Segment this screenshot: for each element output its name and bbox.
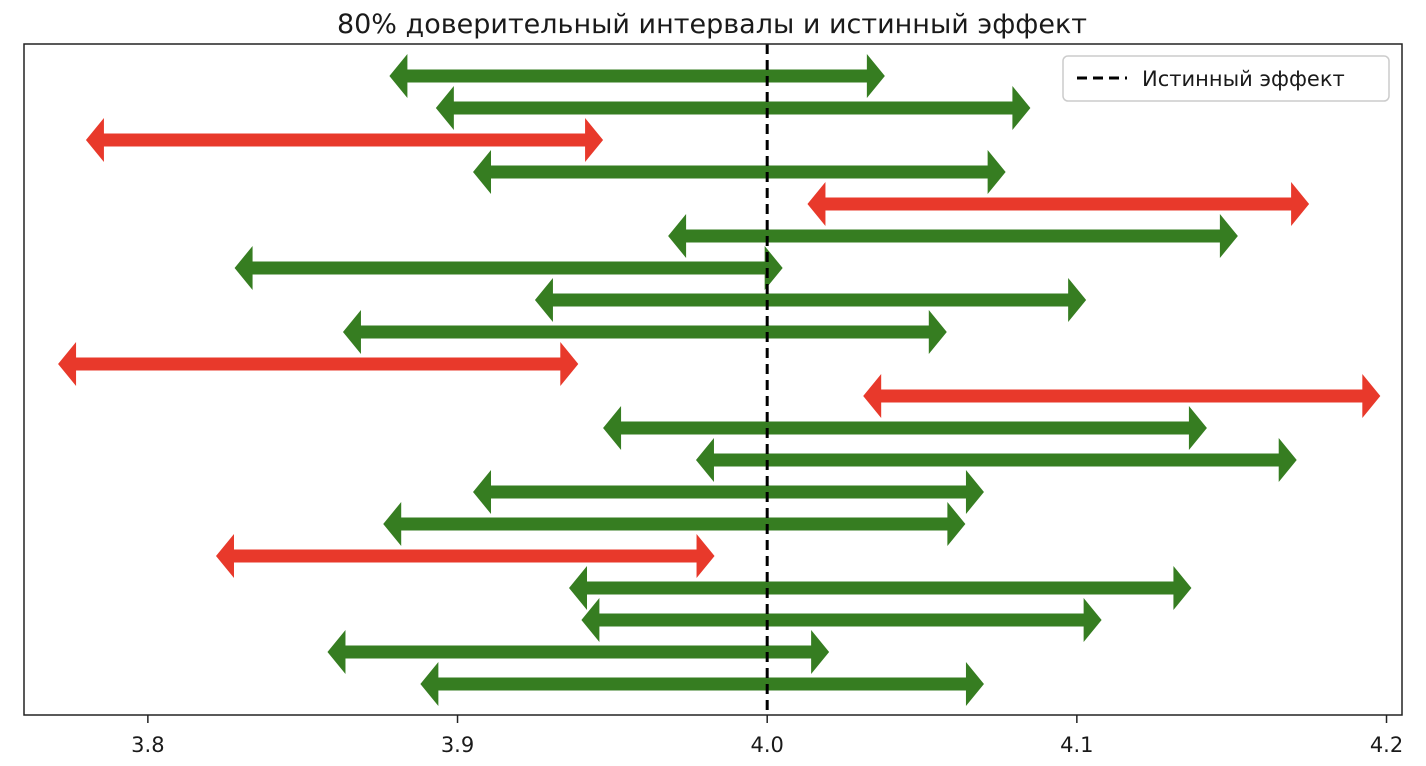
- plot-frame: [23, 43, 1403, 716]
- x-axis: 3.8 3.9 4.0 4.1 4.2: [131, 715, 1403, 757]
- interval-arrow: [58, 342, 579, 386]
- interval-arrow: [420, 662, 984, 706]
- x-tick-label: 4.2: [1370, 733, 1403, 757]
- interval-arrow: [807, 182, 1310, 226]
- interval-arrow: [85, 118, 604, 162]
- interval-arrow: [668, 214, 1238, 258]
- intervals-layer: [58, 54, 1381, 706]
- interval-arrow: [215, 534, 715, 578]
- interval-arrow: [473, 470, 984, 514]
- x-tick-label: 3.8: [131, 733, 164, 757]
- interval-arrow: [389, 54, 885, 98]
- legend-label: Истинный эффект: [1142, 67, 1345, 91]
- x-tick-label: 4.0: [750, 733, 783, 757]
- chart-title: 80% доверительный интервалы и истинный э…: [337, 9, 1087, 40]
- interval-arrow: [327, 630, 830, 674]
- interval-arrow: [569, 566, 1192, 610]
- interval-arrow: [342, 310, 947, 354]
- interval-arrow: [534, 278, 1087, 322]
- interval-arrow: [435, 86, 1031, 130]
- interval-arrow: [234, 246, 783, 290]
- interval-arrow: [863, 374, 1381, 418]
- interval-arrow: [473, 150, 1006, 194]
- legend: Истинный эффект: [1062, 55, 1390, 102]
- interval-arrow: [383, 502, 966, 546]
- interval-arrow: [603, 406, 1207, 450]
- x-tick-label: 4.1: [1060, 733, 1093, 757]
- x-tick-label: 3.9: [441, 733, 474, 757]
- interval-arrow: [581, 598, 1102, 642]
- interval-arrow: [695, 438, 1297, 482]
- legend-box: [1062, 55, 1390, 102]
